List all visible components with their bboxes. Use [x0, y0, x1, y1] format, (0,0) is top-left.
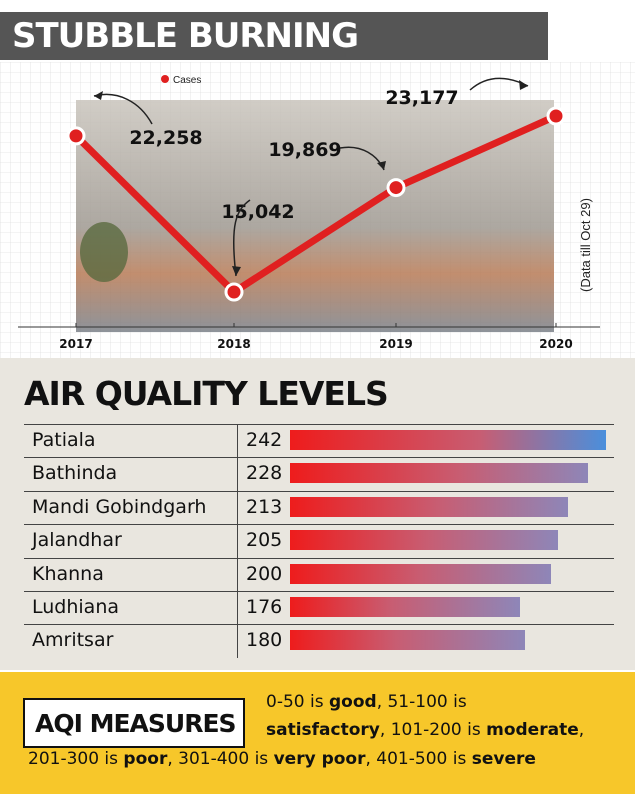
row-divider	[24, 457, 614, 459]
aqi-city: Bathinda	[32, 462, 118, 485]
aqi-category-term: poor	[123, 749, 168, 769]
aqi-value: 180	[246, 629, 283, 652]
data-label: 15,042	[221, 201, 294, 223]
pointer-arrow	[232, 199, 251, 277]
aqi-measures-line-1: 0-50 is good, 51-100 is	[266, 692, 467, 712]
data-point	[224, 282, 244, 302]
aqi-category-term: very poor	[273, 749, 366, 769]
aqi-measures-section: AQI MEASURES 0-50 is good, 51-100 is sat…	[0, 672, 635, 794]
header: STUBBLE BURNING INCIDENTS	[0, 0, 635, 104]
aqi-value: 213	[246, 495, 283, 518]
aqi-range-text: 201-300 is	[28, 749, 124, 769]
tree-shape	[80, 222, 128, 282]
aqi-bar	[290, 463, 588, 484]
aqi-category-term: good	[328, 692, 377, 712]
legend-marker	[161, 75, 169, 83]
aqi-range-text: , 401-500 is	[365, 749, 472, 769]
row-divider	[24, 490, 614, 492]
pointer-arrowhead	[377, 161, 386, 170]
x-tick-label: 2017	[59, 337, 92, 351]
aqi-value: 228	[246, 462, 283, 485]
aqi-bar	[290, 597, 520, 617]
chart-title: STUBBLE BURNING INCIDENTS	[0, 12, 548, 104]
air-quality-section: AIR QUALITY LEVELS Patiala 242 Bathinda 228…	[0, 358, 635, 670]
pointer-arrowhead	[519, 80, 528, 90]
aqi-range-text: 0-50 is	[266, 692, 329, 712]
row-divider	[24, 624, 614, 626]
data-label: 19,869	[268, 139, 341, 161]
aqi-city: Mandi Gobindgarh	[32, 495, 207, 518]
aqi-city: Amritsar	[32, 629, 114, 652]
aqi-range-text: , 51-100 is	[376, 692, 467, 712]
aqi-row: Amritsar 180	[24, 624, 614, 658]
series-line-cases	[73, 112, 558, 296]
aqi-row: Khanna 200	[24, 557, 614, 592]
row-divider	[24, 591, 614, 592]
legend-label: Cases	[173, 75, 201, 86]
aqi-value: 200	[246, 562, 283, 585]
aqi-row: Bathinda 228	[24, 457, 614, 491]
aqi-value: 242	[246, 429, 283, 451]
x-tick-label: 2018	[217, 337, 250, 351]
aqi-category-term: moderate	[486, 720, 579, 740]
aqi-row: Ludhiana 176	[24, 591, 614, 625]
aqi-bar	[290, 563, 551, 584]
aqi-row: Mandi Gobindgarh 213	[24, 490, 614, 525]
line-chart-area: 2017 2018 2019 2020 22,258 15,042 19,869 23,177…	[0, 62, 635, 358]
x-tick-label: 2020	[539, 337, 572, 351]
air-quality-title: AIR QUALITY LEVELS	[24, 374, 389, 413]
data-label: 23,177	[385, 87, 458, 109]
aqi-bar	[290, 430, 606, 450]
aqi-value: 176	[246, 596, 283, 618]
pointer-arrowhead	[94, 91, 103, 100]
aqi-range-text: , 101-200 is	[379, 720, 487, 740]
line-chart: 2017 2018 2019 2020 22,258 15,042 19,869 23,177…	[0, 62, 635, 358]
row-divider	[24, 524, 614, 526]
aqi-bar	[290, 496, 568, 517]
data-point	[386, 178, 406, 198]
row-divider	[24, 424, 614, 425]
chart-note: (Data till Oct 29)	[578, 198, 593, 292]
aqi-category-term: severe	[471, 749, 536, 769]
aqi-value: 205	[246, 529, 283, 552]
aqi-measures-line-2: satisfactory, 101-200 is moderate,	[266, 720, 584, 740]
aqi-row: Patiala 242	[24, 424, 614, 458]
aqi-city: Ludhiana	[32, 596, 120, 618]
data-point	[66, 126, 86, 146]
aqi-city: Jalandhar	[32, 529, 122, 552]
aqi-city: Patiala	[32, 429, 96, 451]
aqi-row: Jalandhar 205	[24, 524, 614, 558]
pointer-arrowhead	[232, 266, 241, 276]
aqi-range-text: ,	[578, 720, 585, 740]
aqi-measures-label: AQI MEASURES	[35, 709, 237, 738]
x-tick-label: 2019	[379, 337, 412, 351]
aqi-measures-box: AQI MEASURES	[23, 698, 245, 748]
table-divider	[237, 424, 238, 658]
row-divider	[24, 557, 614, 559]
aqi-category-term: satisfactory	[266, 720, 380, 740]
aqi-bar	[290, 630, 525, 651]
data-label: 22,258	[129, 127, 202, 149]
aqi-range-text: , 301-400 is	[167, 749, 274, 769]
data-point	[546, 106, 566, 126]
aqi-bar	[290, 530, 558, 551]
aqi-city: Khanna	[32, 562, 104, 585]
aqi-measures-line-3: 201-300 is poor, 301-400 is very poor, 4…	[28, 749, 536, 769]
